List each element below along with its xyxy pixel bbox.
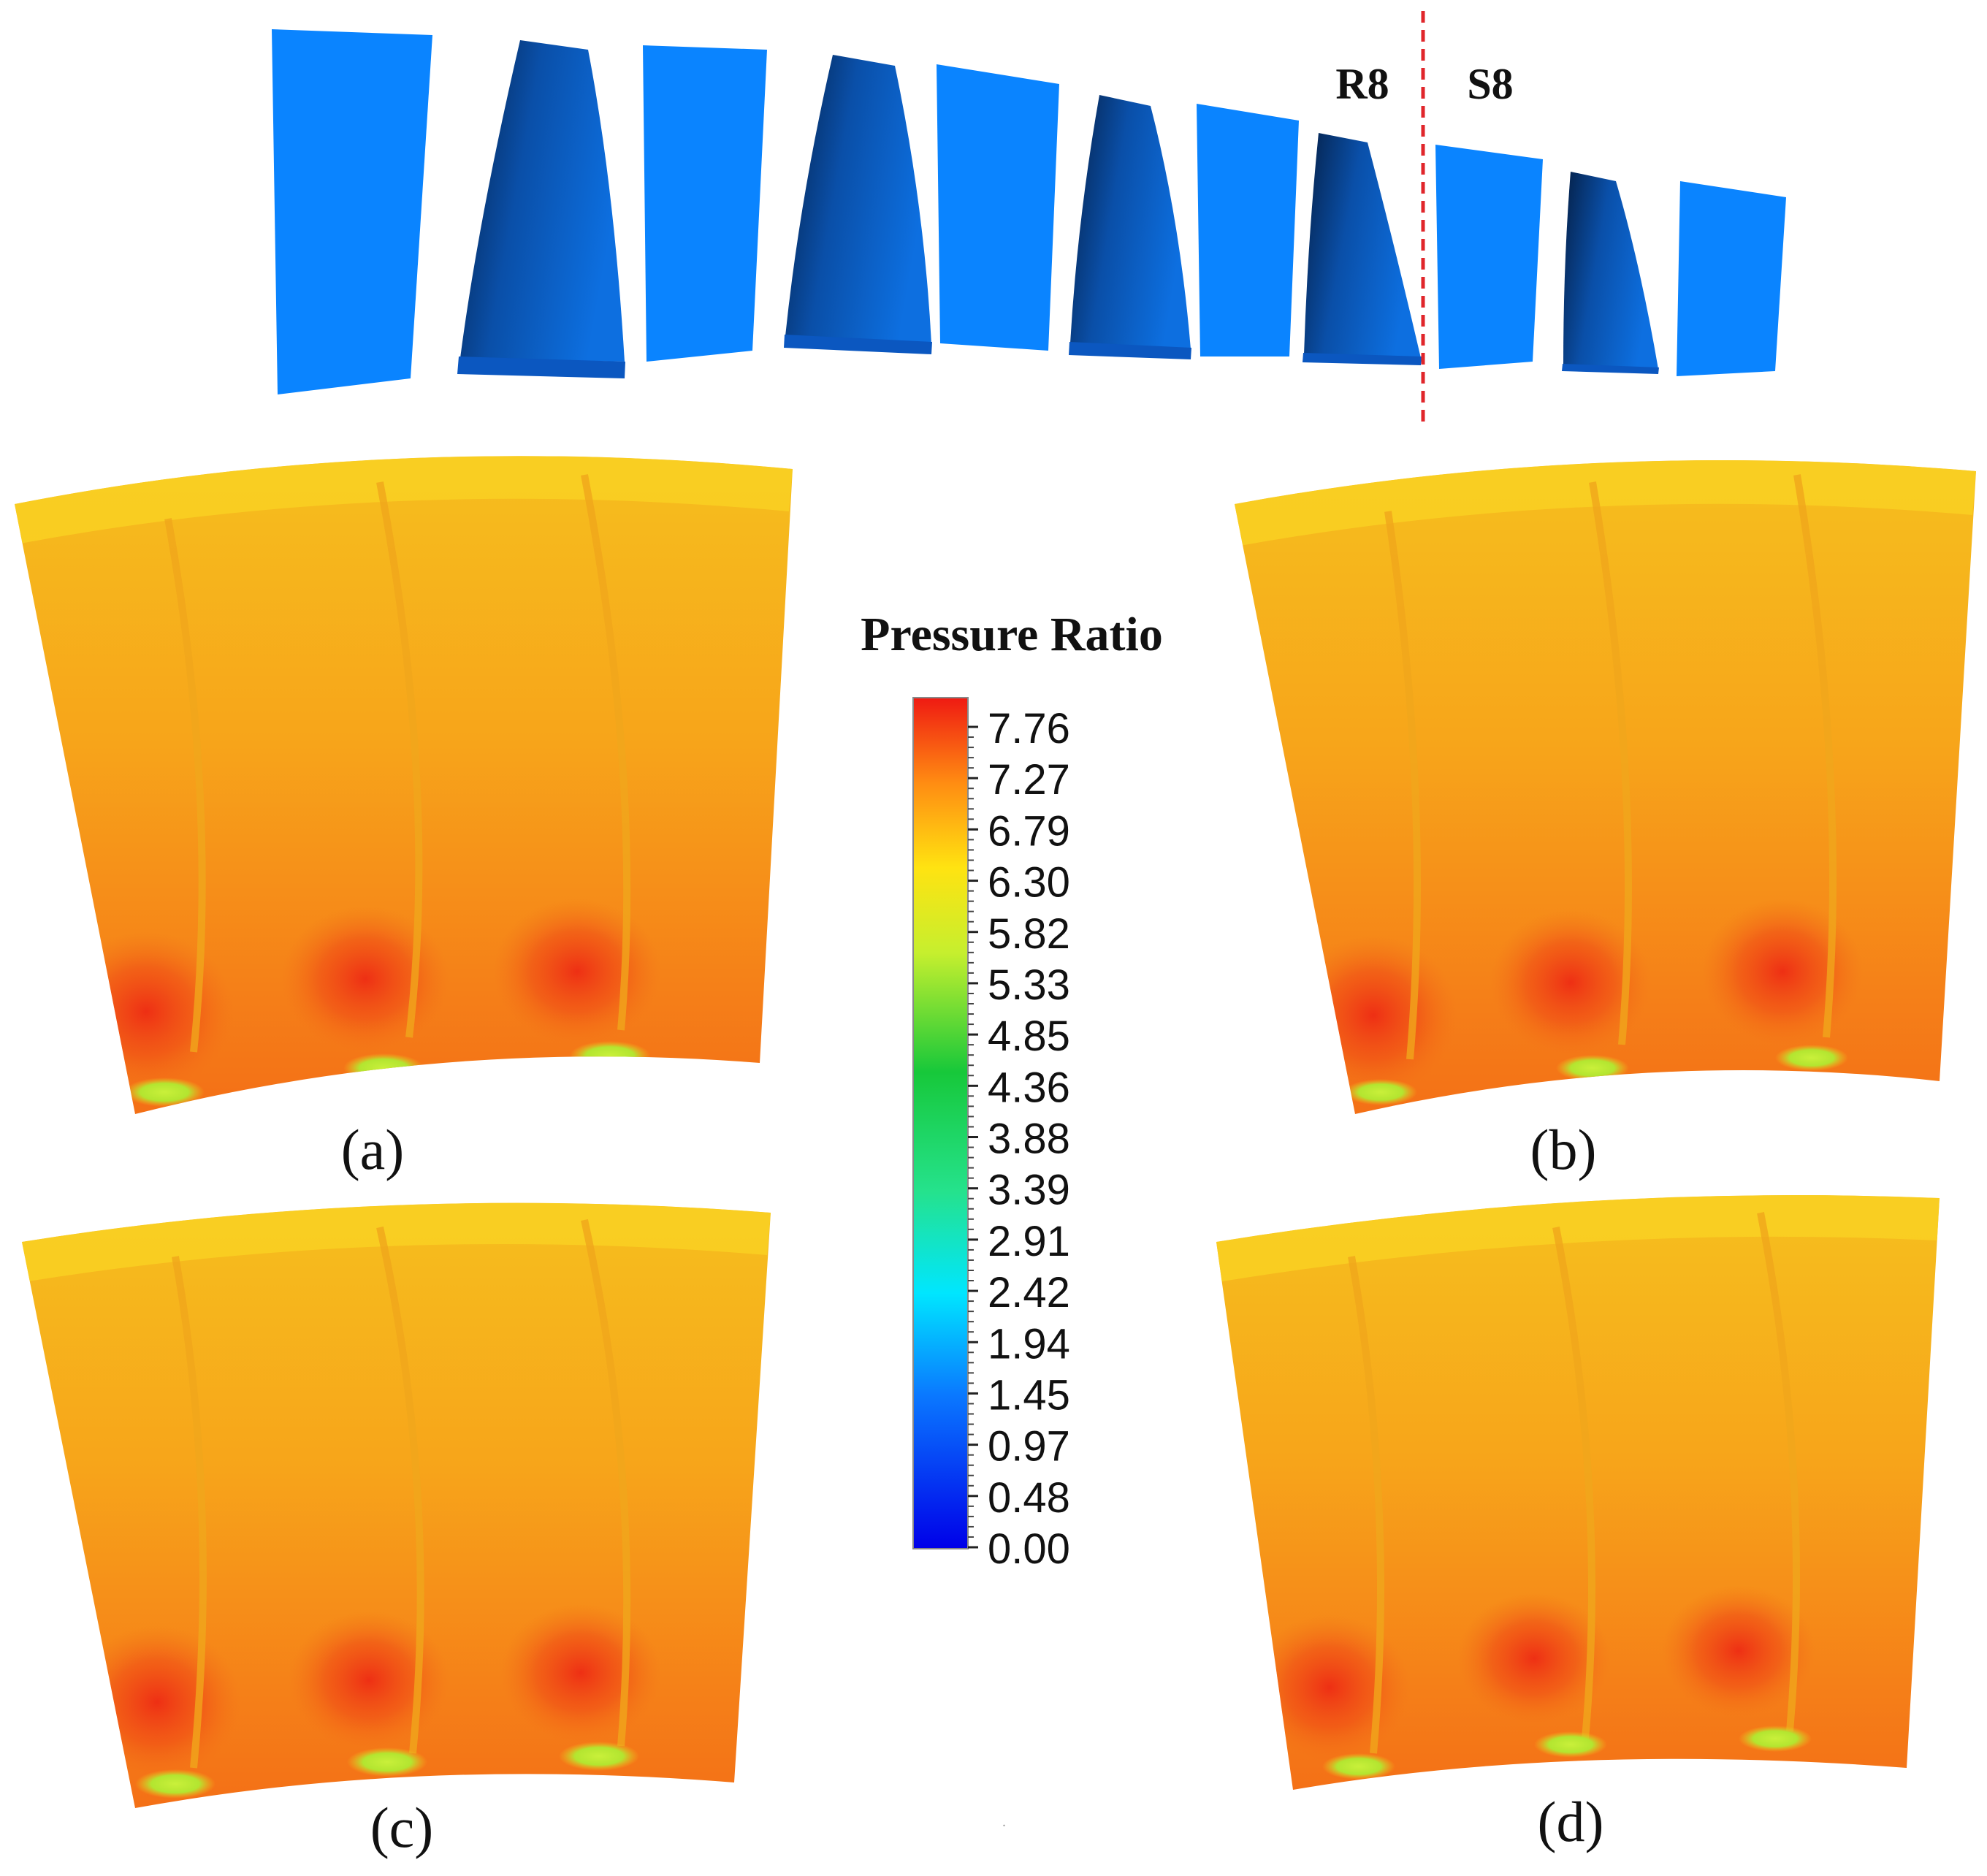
panel-label-b: (b) bbox=[1530, 1118, 1597, 1181]
rotor-platform-5 bbox=[1562, 364, 1659, 374]
stator-label-s8: S8 bbox=[1467, 60, 1513, 108]
colorbar-tick-label: 3.88 bbox=[988, 1116, 1070, 1163]
stator-blade-3 bbox=[937, 64, 1059, 351]
colorbar-tick-label: 6.30 bbox=[988, 859, 1070, 907]
colorbar-tick-label: 6.79 bbox=[988, 807, 1070, 855]
panel-label-d: (d) bbox=[1538, 1790, 1604, 1853]
colorbar-tick-label: 5.82 bbox=[988, 910, 1070, 958]
stator-blade-4 bbox=[1197, 104, 1299, 356]
colorbar-ticks: 7.767.276.796.305.825.334.854.36 3.883.39… bbox=[968, 705, 1070, 1573]
colorbar-tick-label: 7.76 bbox=[988, 705, 1070, 752]
blade-row bbox=[272, 29, 1786, 394]
colorbar-tick-label: 1.45 bbox=[988, 1371, 1070, 1419]
colorbar-tick-label: 4.36 bbox=[988, 1064, 1070, 1111]
panel-label-c: (c) bbox=[370, 1796, 434, 1859]
contour-panel-b: (b) bbox=[1235, 460, 1976, 1181]
colorbar-tick-label: 3.39 bbox=[988, 1167, 1070, 1214]
colorbar-gradient bbox=[912, 697, 969, 1549]
rotor-label-r8: R8 bbox=[1335, 60, 1389, 108]
colorbar: Pressure Ratio 7.767.276.796.305.825.334… bbox=[861, 608, 1163, 1573]
colorbar-minor-ticks bbox=[968, 736, 974, 1538]
colorbar-title: Pressure Ratio bbox=[861, 608, 1163, 661]
stator-blade-2 bbox=[643, 45, 767, 362]
colorbar-tick-label: 5.33 bbox=[988, 961, 1070, 1009]
stator-blade-6 bbox=[1677, 181, 1786, 376]
stator-blade-1 bbox=[272, 29, 432, 394]
rotor-blade-r8 bbox=[1304, 133, 1421, 358]
colorbar-tick-label: 0.48 bbox=[988, 1474, 1070, 1522]
stator-blade-s8 bbox=[1435, 145, 1543, 369]
panel-label-a: (a) bbox=[341, 1118, 405, 1181]
colorbar-tick-label: 0.00 bbox=[988, 1525, 1070, 1573]
contour-panel-d: (d) bbox=[1216, 1195, 1940, 1853]
contour-panel-c: (c) bbox=[22, 1202, 771, 1859]
colorbar-tick-label: 0.97 bbox=[988, 1423, 1070, 1471]
contour-panel-a: (a) bbox=[15, 456, 793, 1181]
colorbar-tick-label: 1.94 bbox=[988, 1320, 1070, 1368]
rotor-platform-2 bbox=[784, 335, 932, 354]
rotor-platform-3 bbox=[1069, 342, 1191, 359]
rotor-blade-2 bbox=[785, 55, 931, 343]
rotor-blade-5 bbox=[1563, 172, 1658, 369]
rotor-platform-r8 bbox=[1303, 353, 1422, 365]
colorbar-tick-label: 4.85 bbox=[988, 1013, 1070, 1060]
colorbar-tick-label: 2.42 bbox=[988, 1269, 1070, 1316]
rotor-blade-1 bbox=[460, 40, 625, 362]
rotor-blade-3 bbox=[1070, 95, 1191, 349]
dot-mark: . bbox=[1002, 1814, 1006, 1830]
colorbar-tick-label: 2.91 bbox=[988, 1218, 1070, 1265]
rotor-platform-1 bbox=[457, 356, 625, 378]
colorbar-tick-label: 7.27 bbox=[988, 756, 1070, 804]
